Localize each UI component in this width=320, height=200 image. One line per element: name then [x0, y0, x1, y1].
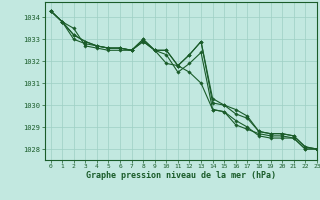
X-axis label: Graphe pression niveau de la mer (hPa): Graphe pression niveau de la mer (hPa) — [86, 171, 276, 180]
